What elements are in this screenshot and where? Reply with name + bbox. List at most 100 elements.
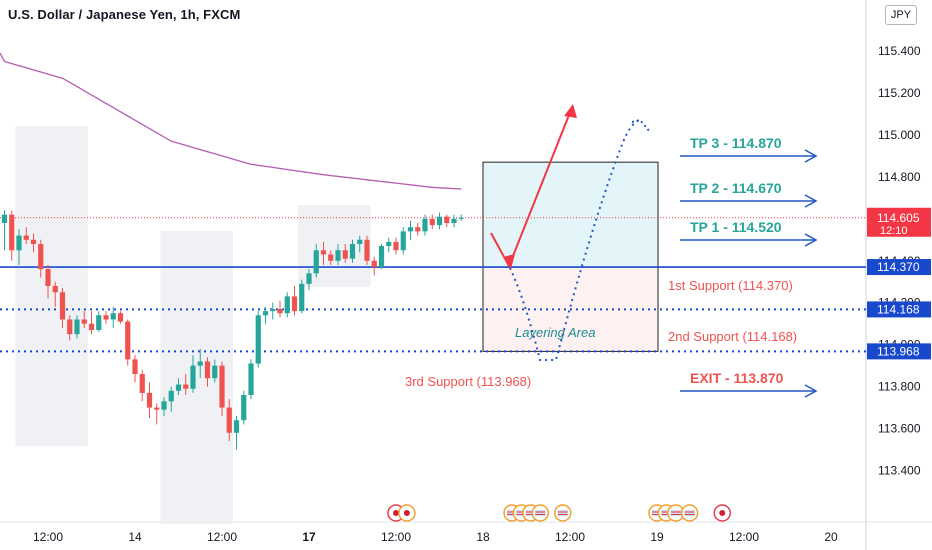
- candle-body: [212, 365, 218, 379]
- support-label-2: 2nd Support (114.168): [668, 329, 797, 344]
- us-flag-icon: [652, 510, 662, 516]
- candle-body: [103, 315, 109, 320]
- candle-body: [284, 296, 290, 314]
- price-tick-label: 115.400: [878, 44, 921, 58]
- time-tick-label: 12:00: [207, 530, 237, 544]
- time-tick-label: 19: [650, 530, 664, 544]
- candle-body: [262, 311, 269, 316]
- price-tick-label: 113.800: [878, 380, 921, 394]
- session-band: [298, 205, 371, 287]
- candle-body: [154, 407, 160, 410]
- moving-average-line: [0, 52, 462, 190]
- support-price-badge-text: 114.168: [877, 302, 920, 316]
- target-arrow-head-1: [804, 149, 818, 163]
- us-flag-icon: [661, 510, 672, 516]
- candle-body: [168, 390, 174, 402]
- candle-body: [139, 374, 145, 393]
- candle-body: [364, 239, 370, 261]
- session-band: [15, 126, 88, 446]
- candle-body: [38, 243, 44, 270]
- currency-badge[interactable]: JPY: [885, 5, 917, 25]
- candle-body: [299, 283, 305, 312]
- candle-body: [277, 309, 283, 314]
- candle-body: [451, 218, 457, 223]
- candle-body: [190, 365, 196, 389]
- candle-body: [88, 323, 95, 330]
- candle-body: [161, 401, 167, 410]
- candle-body: [393, 241, 399, 251]
- candle-body: [9, 214, 15, 251]
- us-flag-icon: [507, 510, 517, 516]
- event-dot: [403, 510, 410, 516]
- price-tick-label: 113.400: [878, 464, 921, 478]
- price-tick-label: 114.800: [878, 170, 921, 184]
- candle-body: [110, 313, 116, 320]
- rally-arrow-head: [564, 104, 577, 118]
- time-tick-label: 12:00: [381, 530, 411, 544]
- projection-path-head: [631, 118, 651, 133]
- candle-body: [335, 250, 341, 261]
- candle-body: [183, 384, 189, 389]
- support-price-badge: [867, 343, 931, 360]
- candle-body: [357, 239, 363, 244]
- candle-body: [306, 273, 312, 284]
- us-flag-icon: [670, 510, 681, 516]
- candle-body: [67, 319, 73, 335]
- candle-body: [175, 384, 182, 391]
- target-label-2: TP 2 - 114.670: [690, 180, 782, 196]
- candle-body: [328, 254, 334, 261]
- candle-body: [407, 227, 414, 232]
- candle-body: [59, 292, 66, 320]
- symbol-title[interactable]: U.S. Dollar / Japanese Yen, 1h, FXCM: [8, 7, 241, 22]
- time-tick-label: 17: [302, 530, 316, 544]
- support-label-1: 1st Support (114.370): [668, 278, 793, 293]
- candle-body: [400, 231, 406, 251]
- candle-body: [371, 260, 377, 268]
- time-tick-label: 14: [128, 530, 142, 544]
- target-arrow-head-2: [804, 194, 818, 208]
- rally-arrow: [508, 109, 572, 267]
- target-arrow-head-3: [804, 233, 818, 247]
- us-flag-icon: [535, 510, 546, 516]
- candle-body: [81, 319, 87, 324]
- us-flag-icon: [525, 510, 536, 516]
- candle-body: [241, 395, 247, 421]
- candle-body: [415, 227, 421, 232]
- candle-body: [30, 239, 37, 244]
- candle-body: [132, 359, 138, 375]
- candle-body: [16, 235, 22, 251]
- target-arrow-head-4: [804, 384, 818, 398]
- candle-body: [458, 217, 464, 219]
- target-label-1: TP 3 - 114.870: [690, 135, 782, 151]
- bar-countdown: 12:10: [880, 225, 908, 237]
- candle-body: [270, 309, 276, 312]
- candle-body: [313, 250, 319, 274]
- time-tick-label: 18: [476, 530, 490, 544]
- event-dot: [719, 510, 726, 516]
- candle-body: [436, 216, 443, 226]
- support-label-3: 3rd Support (113.968): [405, 374, 531, 389]
- candle-body: [125, 321, 131, 360]
- candle-body: [96, 315, 102, 330]
- target-zone-box[interactable]: [482, 161, 659, 268]
- support-price-badge: [867, 301, 931, 318]
- candle-body: [74, 319, 80, 335]
- candle-body: [248, 363, 254, 396]
- time-tick-label: 12:00: [555, 530, 585, 544]
- support-price-badge: [867, 259, 931, 276]
- candle-body: [422, 218, 428, 232]
- candle-body: [291, 296, 298, 312]
- price-tick-label: 115.000: [878, 128, 921, 142]
- support-price-badge-text: 114.370: [877, 260, 920, 274]
- candle-body: [233, 420, 240, 433]
- time-tick-label: 20: [824, 530, 838, 544]
- current-price-badge: [867, 207, 931, 237]
- candle-body: [45, 269, 51, 286]
- candle-body: [52, 285, 58, 293]
- us-flag-icon: [557, 510, 568, 516]
- us-flag-icon: [684, 510, 695, 516]
- candle-body: [386, 241, 392, 247]
- event-dot: [393, 510, 399, 516]
